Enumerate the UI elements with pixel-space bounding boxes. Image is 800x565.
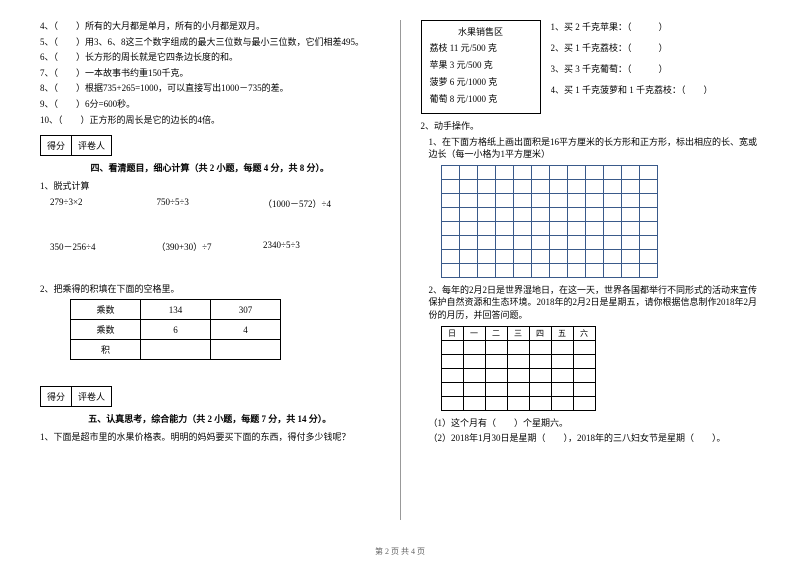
judgment-item: 9、（ ）6分=600秒。 [40, 98, 380, 111]
table-cell: 积 [71, 340, 141, 360]
cal-head-cell: 日 [441, 326, 463, 340]
judgment-list: 4、（ ）所有的大月都是单月，所有的小月都是双月。 5、（ ）用3、6、8这三个… [40, 20, 380, 126]
question-text: 2、每年的2月2日是世界湿地日，在这一天，世界各国都举行不同形式的活动来宣传保护… [421, 284, 761, 322]
sub-heading: 1、脱式计算 [40, 180, 380, 193]
fruit-item: 苹果 3 元/500 克 [430, 58, 532, 71]
score-box: 得分 评卷人 [40, 135, 112, 156]
cal-head-cell: 五 [551, 326, 573, 340]
table-row: 乘数 6 4 [71, 320, 281, 340]
judgment-item: 5、（ ）用3、6、8这三个数字组成的最大三位数与最小三位数，它们相差495。 [40, 36, 380, 49]
calc-expr: （390+30）÷7 [157, 240, 264, 253]
calendar-table: 日 一 二 三 四 五 六 [441, 326, 596, 411]
left-column: 4、（ ）所有的大月都是单月，所有的小月都是双月。 5、（ ）用3、6、8这三个… [40, 20, 380, 520]
buy-questions: 1、买 2 千克苹果：（ ） 2、买 1 千克荔枝：（ ） 3、买 3 千克葡萄… [551, 20, 761, 104]
page-footer: 第 2 页 共 4 页 [0, 546, 800, 557]
grader-label: 评卷人 [72, 387, 111, 406]
sub-question: （1）这个月有（ ）个星期六。 [421, 417, 761, 430]
calc-expr: 2340÷5÷3 [263, 240, 370, 253]
fruit-item: 菠萝 6 元/1000 克 [430, 75, 532, 88]
calc-expr: （1000－572）÷4 [263, 197, 370, 210]
fruit-item: 葡萄 8 元/1000 克 [430, 92, 532, 105]
cal-head-cell: 三 [507, 326, 529, 340]
fruit-section: 水果销售区 荔枝 11 元/500 克 苹果 3 元/500 克 菠萝 6 元/… [421, 20, 761, 120]
sub-question: （2）2018年1月30日是星期（ ），2018年的三八妇女节是星期（ ）。 [421, 432, 761, 445]
judgment-item: 7、（ ）一本故事书约重150千克。 [40, 67, 380, 80]
fruit-title: 水果销售区 [430, 25, 532, 38]
page-container: 4、（ ）所有的大月都是单月，所有的小月都是双月。 5、（ ）用3、6、8这三个… [40, 20, 760, 520]
question-text: 1、下面是超市里的水果价格表。明明的妈妈要买下面的东西，得付多少钱呢？ [40, 431, 380, 444]
grid-paper [441, 165, 658, 278]
score-label: 得分 [41, 136, 72, 155]
table-cell: 307 [211, 300, 281, 320]
table-cell: 乘数 [71, 300, 141, 320]
table-cell: 4 [211, 320, 281, 340]
sub-heading: 2、动手操作。 [421, 120, 761, 133]
buy-question: 3、买 3 千克葡萄：（ ） [551, 62, 761, 75]
judgment-item: 8、（ ）根据735+265=1000，可以直接写出1000－735的差。 [40, 82, 380, 95]
table-row: 积 [71, 340, 281, 360]
calc-row: 279÷3×2 750÷5÷3 （1000－572）÷4 [40, 197, 380, 210]
cal-head-cell: 六 [573, 326, 595, 340]
buy-question: 4、买 1 千克菠萝和 1 千克荔枝：（ ） [551, 83, 761, 96]
calc-row: 350－256÷4 （390+30）÷7 2340÷5÷3 [40, 240, 380, 253]
fruit-price-box: 水果销售区 荔枝 11 元/500 克 苹果 3 元/500 克 菠萝 6 元/… [421, 20, 541, 114]
section5-title: 五、认真思考，综合能力（共 2 小题，每题 7 分，共 14 分）。 [40, 412, 380, 425]
grader-label: 评卷人 [72, 136, 111, 155]
cal-head-cell: 二 [485, 326, 507, 340]
judgment-item: 6、（ ）长方形的周长就是它四条边长度的和。 [40, 51, 380, 64]
buy-question: 2、买 1 千克荔枝：（ ） [551, 41, 761, 54]
table-cell: 134 [141, 300, 211, 320]
calc-expr: 279÷3×2 [50, 197, 157, 210]
cal-head-cell: 四 [529, 326, 551, 340]
table-cell [211, 340, 281, 360]
score-label: 得分 [41, 387, 72, 406]
cal-head-cell: 一 [463, 326, 485, 340]
multiply-table: 乘数 134 307 乘数 6 4 积 [70, 299, 281, 360]
table-cell [141, 340, 211, 360]
sub-heading: 2、把乘得的积填在下面的空格里。 [40, 283, 380, 296]
buy-question: 1、买 2 千克苹果：（ ） [551, 20, 761, 33]
judgment-item: 10、（ ）正方形的周长是它的边长的4倍。 [40, 114, 380, 127]
calc-expr: 350－256÷4 [50, 240, 157, 253]
question-text: 1、在下面方格纸上画出面积是16平方厘米的长方形和正方形，标出相应的长、宽或边长… [421, 136, 761, 161]
score-box: 得分 评卷人 [40, 386, 112, 407]
calendar-header: 日 一 二 三 四 五 六 [441, 326, 595, 340]
table-row: 乘数 134 307 [71, 300, 281, 320]
table-cell: 乘数 [71, 320, 141, 340]
table-cell: 6 [141, 320, 211, 340]
right-column: 水果销售区 荔枝 11 元/500 克 苹果 3 元/500 克 菠萝 6 元/… [421, 20, 761, 520]
calc-expr: 750÷5÷3 [157, 197, 264, 210]
column-divider [400, 20, 401, 520]
judgment-item: 4、（ ）所有的大月都是单月，所有的小月都是双月。 [40, 20, 380, 33]
fruit-item: 荔枝 11 元/500 克 [430, 41, 532, 54]
section4-title: 四、看清题目，细心计算（共 2 小题，每题 4 分，共 8 分）。 [40, 161, 380, 174]
